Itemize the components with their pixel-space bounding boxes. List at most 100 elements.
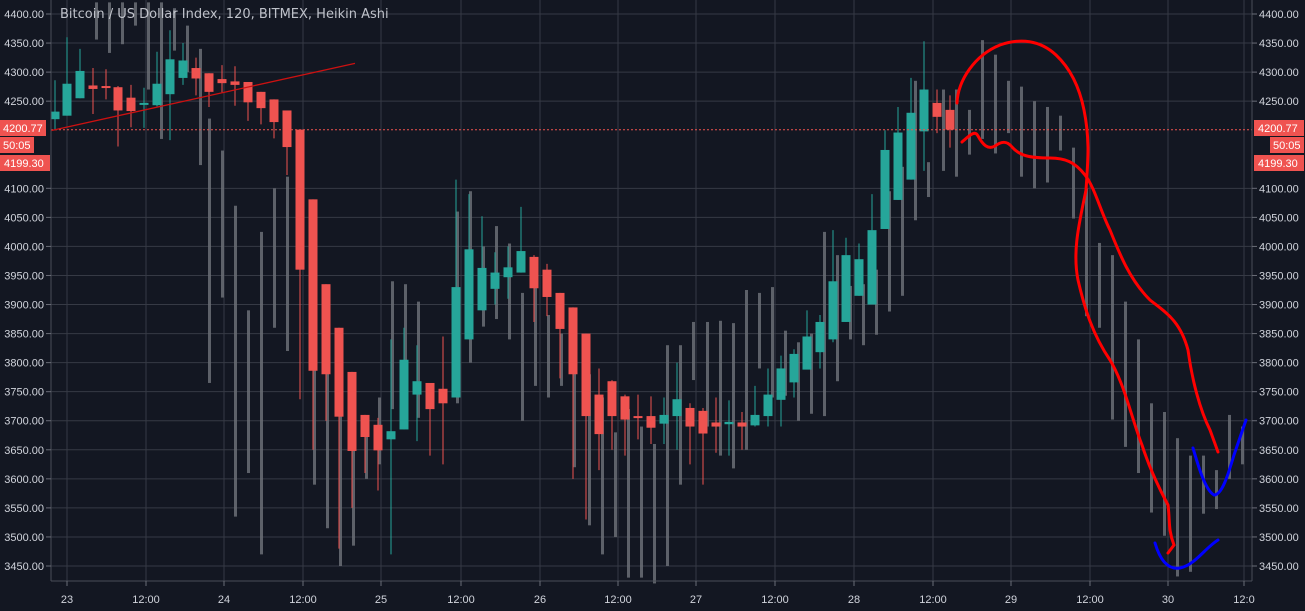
bull-candle[interactable] [516,206,526,273]
bear-candle[interactable] [932,89,942,134]
bull-candle[interactable] [477,216,487,311]
bear-candle[interactable] [360,414,370,474]
bull-candle[interactable] [451,179,461,398]
bear-candle[interactable] [425,382,435,456]
bear-candle[interactable] [217,65,227,93]
bull-candle[interactable] [776,355,786,427]
bull-candle[interactable] [50,80,60,131]
time-tick-label: 12:00 [132,594,160,606]
bull-candle[interactable] [893,106,903,200]
bear-candle[interactable] [347,371,357,508]
bear-candle[interactable] [945,95,955,148]
bull-candle[interactable] [841,237,851,322]
ghost-bar [560,333,563,386]
bear-candle[interactable] [698,407,708,485]
bear-candle[interactable] [633,394,643,440]
bear-candle[interactable] [334,327,344,549]
bull-candle[interactable] [412,345,422,442]
bull-candle[interactable] [789,349,799,398]
bull-candle[interactable] [750,385,760,427]
bull-candle[interactable] [763,368,773,427]
bear-candle[interactable] [230,66,240,106]
candles[interactable] [50,30,955,555]
left-price-axis[interactable]: 4400.00 4350.00 4300.00 4250.00 4100.00 4050.… [4,9,51,573]
bull-candle[interactable] [880,130,890,229]
price-tick-label: 4250.00 [1259,96,1299,108]
chart-title: Bitcoin / US Dollar Index, 120, BITMEX, … [60,7,389,22]
time-tick-label: 12:00 [1076,594,1104,606]
bull-candle[interactable] [399,327,409,430]
bull-candle[interactable] [139,87,149,128]
price-tick-label: 3900.00 [4,300,44,312]
right-last-price-tag: 4200.77 [1254,120,1304,136]
ghost-bar [134,2,137,26]
bull-candle[interactable] [672,362,682,450]
bear-candle[interactable] [711,397,721,453]
bull-candle[interactable] [503,246,513,299]
bear-candle[interactable] [737,412,747,450]
blue-u-drawing-lower[interactable] [1153,538,1220,570]
bear-candle[interactable] [594,368,604,471]
bear-candle[interactable] [88,68,98,114]
bear-candle[interactable] [256,91,266,125]
bull-candle[interactable] [62,37,72,116]
bear-candle[interactable] [438,336,448,465]
bear-candle[interactable] [101,69,111,100]
bear-candle[interactable] [685,403,695,465]
ghost-bar [352,388,355,546]
bear-candle[interactable] [542,263,552,317]
bear-candle[interactable] [555,292,565,379]
bull-candle[interactable] [152,51,162,107]
price-tick-label: 3600.00 [4,474,44,486]
bull-candle[interactable] [464,194,474,340]
ghost-bar [1033,101,1036,189]
time-tick-label: 12:00 [447,594,475,606]
bear-candle[interactable] [204,73,214,107]
bull-candle[interactable] [919,41,929,171]
bull-candle[interactable] [867,194,877,305]
bear-candle[interactable] [243,81,253,121]
bear-candle[interactable] [373,417,383,491]
bear-candle[interactable] [282,110,292,175]
ghost-bar [1072,147,1075,219]
bear-candle[interactable] [308,199,318,450]
countdown-label: 50:05 [3,140,31,152]
bear-candle[interactable] [191,57,201,96]
ghost-bar [862,284,865,346]
blue-u-drawing-upper[interactable] [1191,418,1248,497]
red-arc-drawing[interactable] [955,39,1176,555]
bull-candle[interactable] [724,400,734,456]
bull-candle[interactable] [802,310,812,370]
price-tick-label: 4000.00 [4,241,44,253]
time-tick-label: 30 [1162,594,1174,606]
price-tick-label: 4350.00 [1259,38,1299,50]
bear-candle[interactable] [295,129,305,400]
bear-candle[interactable] [568,307,578,479]
bull-candle[interactable] [386,339,396,555]
ghost-bar [173,8,176,51]
bear-candle[interactable] [607,380,617,450]
ghost-bar [199,48,202,166]
bear-candle[interactable] [646,396,656,444]
bear-candle[interactable] [581,333,591,520]
bull-candle[interactable] [854,243,864,296]
bear-candle[interactable] [126,84,136,128]
bear-candle[interactable] [620,394,630,456]
bull-candle[interactable] [178,43,188,85]
time-axis[interactable]: 23 12:00 24 12:00 25 12:00 26 12:00 27 12:00 28 12:… [61,581,1255,606]
bull-candle[interactable] [659,397,669,444]
bull-candle[interactable] [828,230,838,343]
bear-candle[interactable] [269,99,279,139]
bull-candle[interactable] [906,77,916,180]
bear-candle[interactable] [529,255,539,322]
right-price-axis[interactable]: 4400.00 4350.00 4300.00 4250.00 4100.00 4050.… [1252,9,1299,573]
bull-candle[interactable] [490,252,500,305]
ghost-bar [719,320,722,456]
bull-candle[interactable] [165,30,175,141]
bull-candle[interactable] [75,48,85,99]
trendline-drawing[interactable] [50,62,356,132]
bear-candle[interactable] [321,284,331,421]
bull-candle[interactable] [815,314,825,369]
red-wave-drawing[interactable] [960,131,1220,454]
